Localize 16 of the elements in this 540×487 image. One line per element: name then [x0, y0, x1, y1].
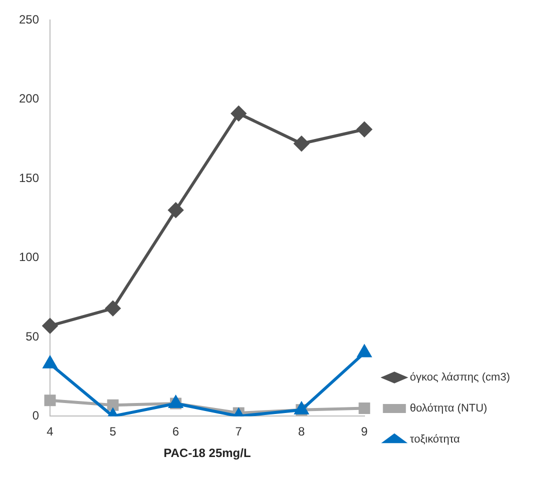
legend-label: όγκος λάσπης (cm3) — [410, 372, 510, 384]
y-tick-label: 0 — [32, 408, 40, 423]
y-tick-label: 150 — [18, 170, 40, 185]
y-tick-label: 100 — [18, 250, 40, 264]
x-axis-title: PAC-18 25mg/L — [164, 446, 251, 460]
legend-label: θολότητα (NTU) — [410, 402, 488, 415]
y-tick-label: 200 — [18, 92, 40, 106]
x-tick-label: 8 — [298, 424, 306, 439]
x-tick-label: 5 — [110, 424, 117, 439]
y-tick-label: 250 — [18, 12, 40, 26]
legend-label: τοξικότητα — [410, 434, 461, 446]
x-tick-label: 7 — [235, 424, 242, 439]
y-tick-label: 50 — [26, 329, 40, 344]
x-tick-label: 9 — [361, 424, 368, 439]
x-tick-label: 4 — [46, 424, 54, 439]
x-tick-label: 6 — [172, 424, 180, 439]
